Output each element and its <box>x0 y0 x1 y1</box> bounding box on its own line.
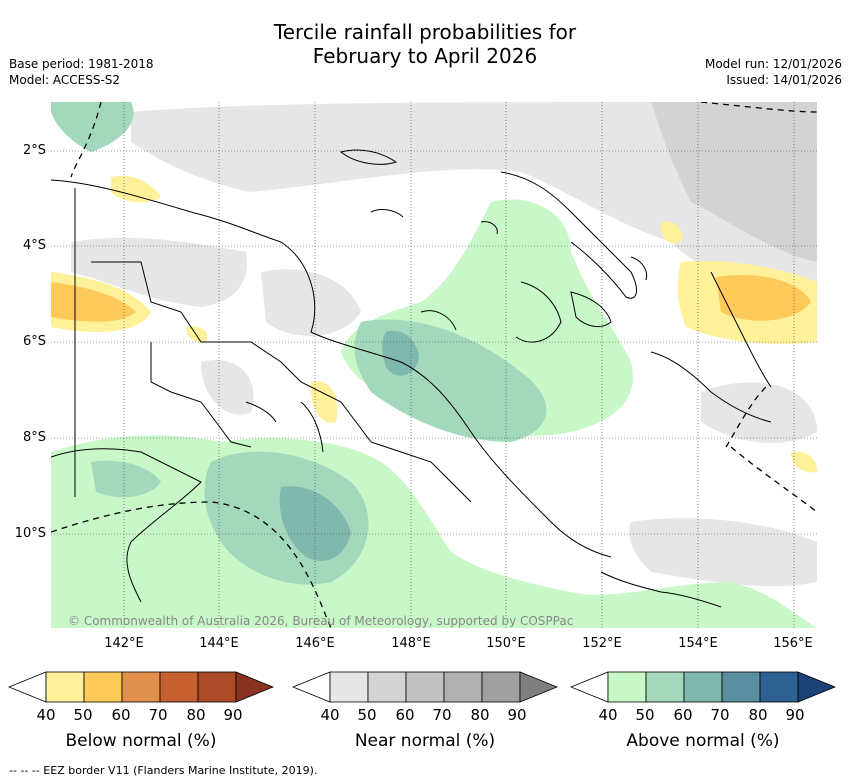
lon-tick-144: 144°E <box>199 636 239 651</box>
gridlines <box>51 102 817 628</box>
cb2-label-80: 80 <box>748 706 768 724</box>
cb-over-arrow <box>235 671 275 703</box>
cb-swatch-2 <box>683 671 723 703</box>
cb-swatch-3 <box>721 671 761 703</box>
cb-swatch-4 <box>197 671 237 703</box>
cb2-label-70: 70 <box>710 706 730 724</box>
cb-swatch-4 <box>759 671 799 703</box>
copyright-text: © Commonwealth of Australia 2026, Bureau… <box>68 614 574 628</box>
cb-swatch-0 <box>607 671 647 703</box>
cb-swatch-0 <box>45 671 85 703</box>
map-canvas <box>51 102 817 628</box>
cb1-label-80: 80 <box>470 706 490 724</box>
lat-tick-10s: 10°S <box>14 526 46 541</box>
map-title: Tercile rainfall probabilities for Febru… <box>0 20 850 68</box>
lat-tick-6s: 6°S <box>22 334 46 349</box>
lon-tick-156: 156°E <box>773 636 813 651</box>
cb2-label-60: 60 <box>673 706 693 724</box>
eez-border <box>51 102 817 628</box>
lat-tick-2s: 2°S <box>22 143 46 158</box>
lat-tick-8s: 8°S <box>22 430 46 445</box>
colorbar-near-normal <box>291 671 559 707</box>
model-text: Model: ACCESS-S2 <box>9 73 121 87</box>
cb2-label-90: 90 <box>785 706 805 724</box>
cb1-label-70: 70 <box>432 706 452 724</box>
cb-swatch-3 <box>159 671 199 703</box>
cb2-label-50: 50 <box>635 706 655 724</box>
model-run-text: Model run: 12/01/2026 <box>704 57 842 71</box>
cb-swatch-4 <box>481 671 521 703</box>
lon-tick-142: 142°E <box>104 636 144 651</box>
cb-under-arrow <box>569 671 609 703</box>
cb-swatch-1 <box>645 671 685 703</box>
issued-text: Issued: 14/01/2026 <box>726 73 842 87</box>
cb1-label-90: 90 <box>507 706 527 724</box>
cb-swatch-2 <box>405 671 445 703</box>
below-normal-areas <box>51 175 817 473</box>
cb-swatch-1 <box>367 671 407 703</box>
cb-over-arrow <box>519 671 559 703</box>
cb-swatch-2 <box>121 671 161 703</box>
eez-note: -- -- -- EEZ border V11 (Flanders Marine… <box>9 764 318 777</box>
lon-tick-148: 148°E <box>391 636 431 651</box>
meta-left: Base period: 1981-2018 Model: ACCESS-S2 <box>9 56 154 88</box>
cb0-title: Below normal (%) <box>65 731 217 751</box>
cb0-label-40: 40 <box>36 706 56 724</box>
cb0-label-80: 80 <box>186 706 206 724</box>
probability-map <box>51 102 817 628</box>
title-line-2: February to April 2026 <box>312 44 538 68</box>
cb-under-arrow <box>7 671 47 703</box>
cb0-label-70: 70 <box>148 706 168 724</box>
cb2-label-40: 40 <box>598 706 618 724</box>
meta-right: Model run: 12/01/2026 Issued: 14/01/2026 <box>705 56 842 88</box>
colorbar-above-normal <box>569 671 837 707</box>
colorbar-below-normal-svg <box>7 671 275 703</box>
lon-tick-154: 154°E <box>678 636 718 651</box>
colorbar-below-normal <box>7 671 275 707</box>
cb-over-arrow <box>797 671 837 703</box>
cb-swatch-1 <box>83 671 123 703</box>
coastlines <box>51 149 772 608</box>
cb-swatch-3 <box>443 671 483 703</box>
cb1-title: Near normal (%) <box>354 731 496 751</box>
cb-under-arrow <box>291 671 331 703</box>
cb1-label-60: 60 <box>395 706 415 724</box>
cb0-label-60: 60 <box>111 706 131 724</box>
lon-tick-150: 150°E <box>486 636 526 651</box>
cb0-label-50: 50 <box>73 706 93 724</box>
cb1-label-50: 50 <box>357 706 377 724</box>
cb1-label-40: 40 <box>320 706 340 724</box>
title-line-1: Tercile rainfall probabilities for <box>273 20 577 44</box>
lon-tick-146: 146°E <box>295 636 335 651</box>
colorbar-above-normal-svg <box>569 671 837 703</box>
cb2-title: Above normal (%) <box>626 731 780 751</box>
lat-tick-4s: 4°S <box>22 238 46 253</box>
base-period-text: Base period: 1981-2018 <box>9 57 154 71</box>
lon-tick-152: 152°E <box>582 636 622 651</box>
above-normal-areas <box>51 102 817 628</box>
cb0-label-90: 90 <box>223 706 243 724</box>
colorbar-near-normal-svg <box>291 671 559 703</box>
cb-swatch-0 <box>329 671 369 703</box>
